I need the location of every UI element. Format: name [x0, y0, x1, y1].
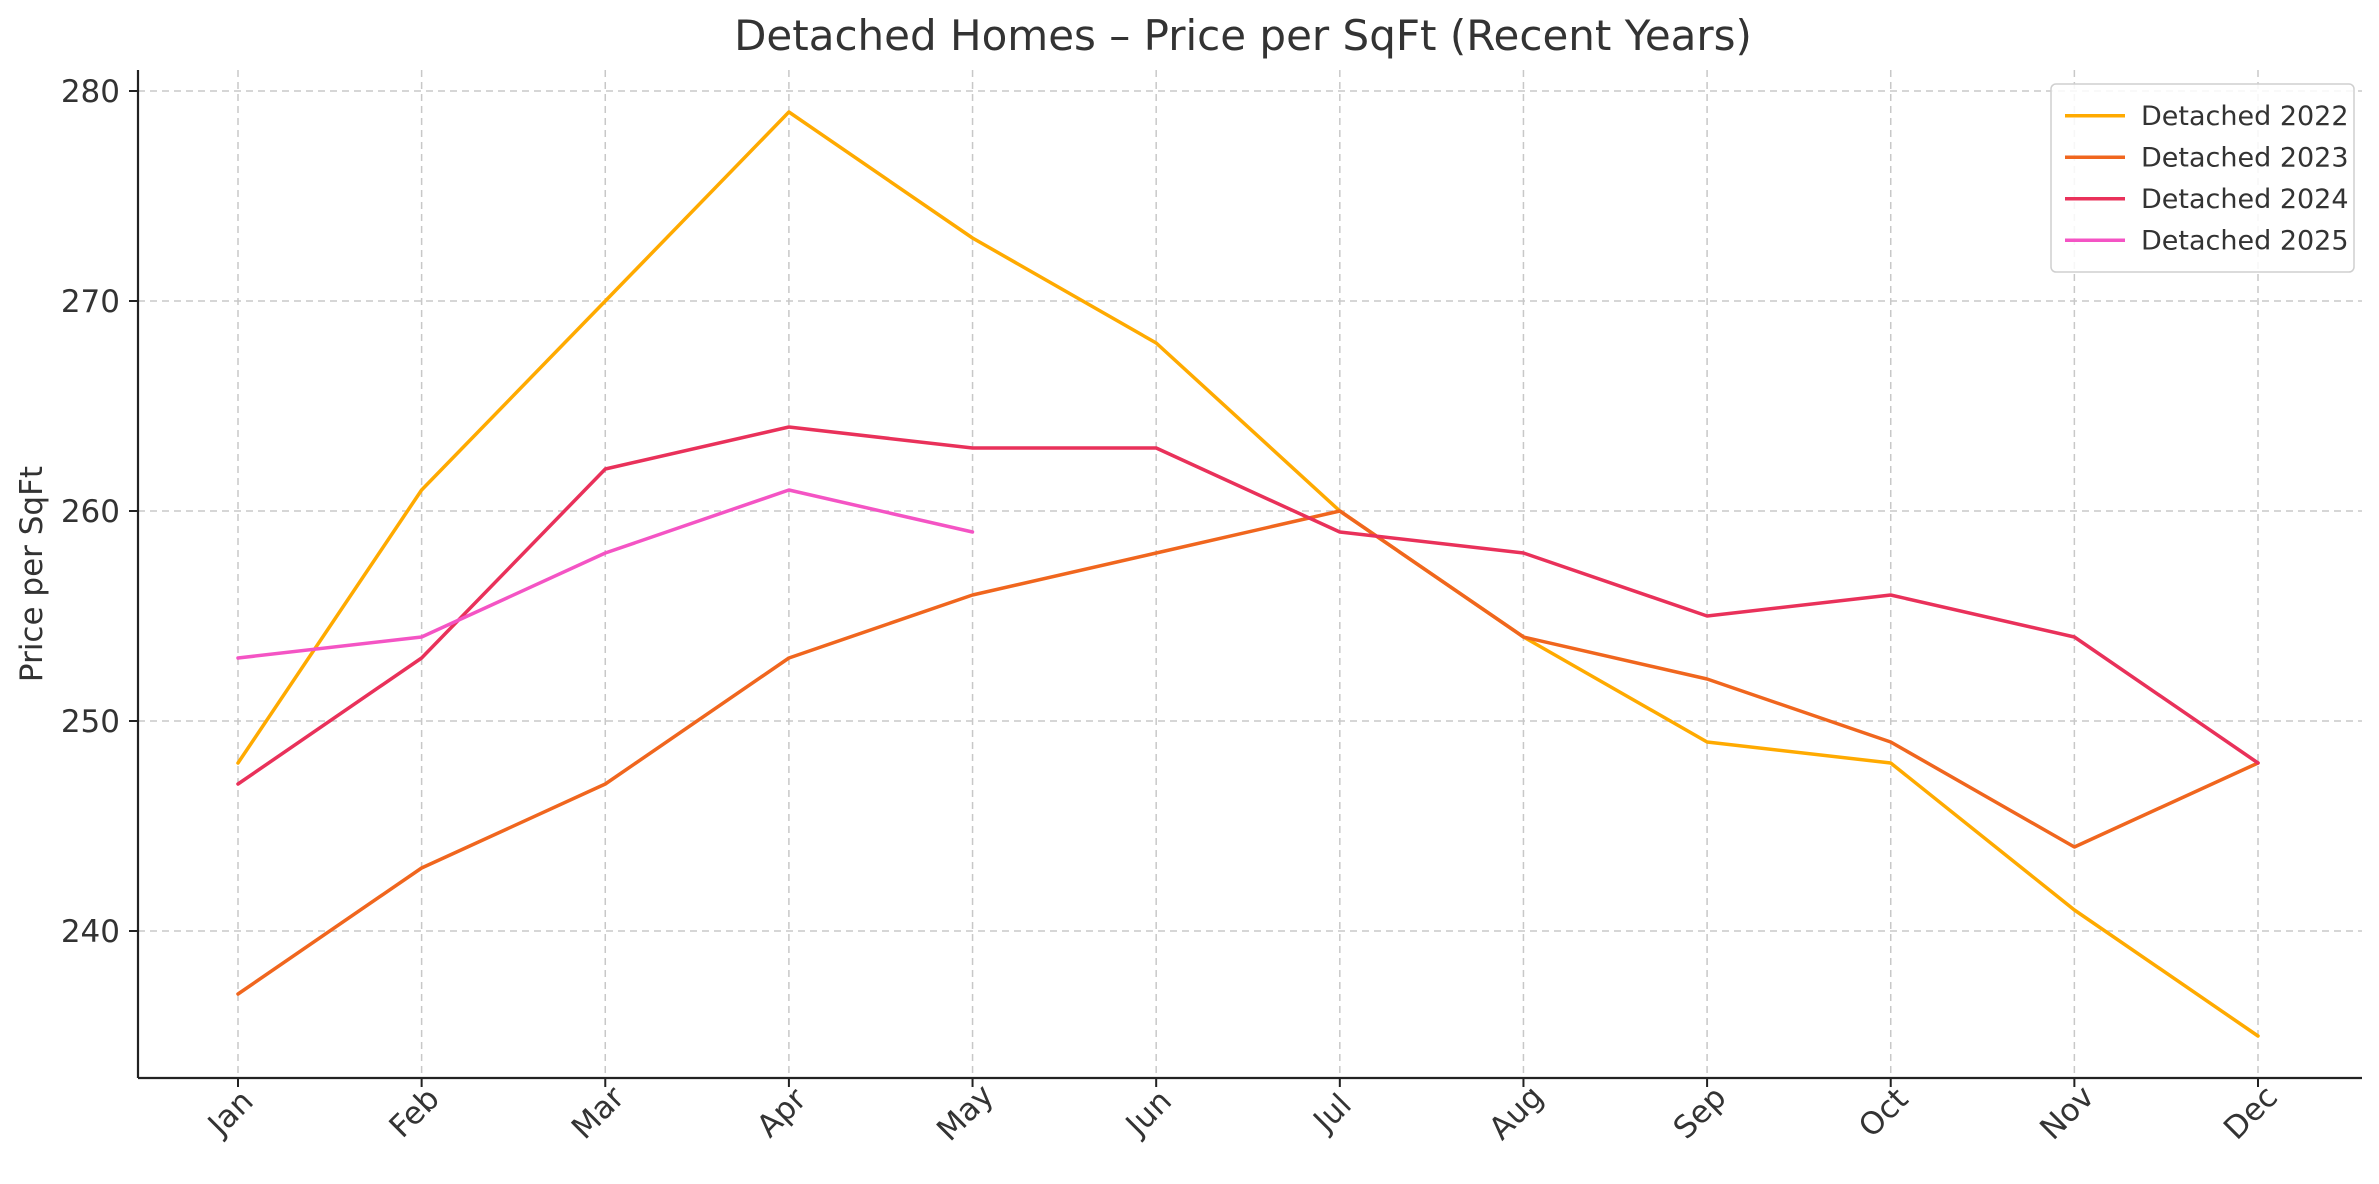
legend-label: Detached 2022 [2141, 101, 2349, 132]
series-line-detached-2025 [236, 488, 975, 660]
x-tick-label: Nov [2033, 1079, 2101, 1147]
chart-title: Detached Homes – Price per SqFt (Recent … [734, 11, 1752, 60]
x-tick-label: Aug [1482, 1079, 1550, 1147]
x-tick-label: Jul [1305, 1087, 1358, 1140]
y-tick-label: 280 [61, 74, 120, 110]
y-tick-label: 240 [61, 914, 120, 950]
series-line-detached-2022 [236, 110, 2260, 1038]
x-tick-label: Feb [382, 1081, 446, 1145]
legend-label: Detached 2025 [2141, 225, 2349, 256]
y-tick-label: 250 [61, 704, 120, 740]
x-tick-label: Apr [750, 1081, 814, 1145]
axes: Jan Feb Mar Apr May Jun Jul Aug Sep Oct Nov Dec 240 2… [61, 70, 2362, 1148]
x-tick-label: Oct [1852, 1081, 1915, 1144]
x-tick-label: Jun [1118, 1083, 1179, 1144]
y-tick-label: 270 [61, 284, 120, 320]
series-line-detached-2023 [236, 509, 2260, 996]
legend: Detached 2022 Detached 2023 Detached 2024 D… [2050, 83, 2355, 273]
x-tick-label: Jan [200, 1083, 261, 1144]
x-tick-label: Mar [565, 1079, 632, 1146]
grid [138, 70, 2362, 1078]
y-axis-label: Price per SqFt [14, 466, 50, 682]
legend-box [2050, 83, 2355, 273]
series-line-detached-2024 [236, 425, 2260, 786]
legend-label: Detached 2024 [2141, 184, 2349, 215]
series-lines [236, 110, 2260, 1038]
legend-label: Detached 2023 [2141, 142, 2349, 173]
x-tick-label: Sep [1667, 1080, 1734, 1147]
x-tick-label: Dec [2217, 1079, 2285, 1147]
x-tick-label: May [930, 1078, 1001, 1149]
y-tick-label: 260 [61, 494, 120, 530]
